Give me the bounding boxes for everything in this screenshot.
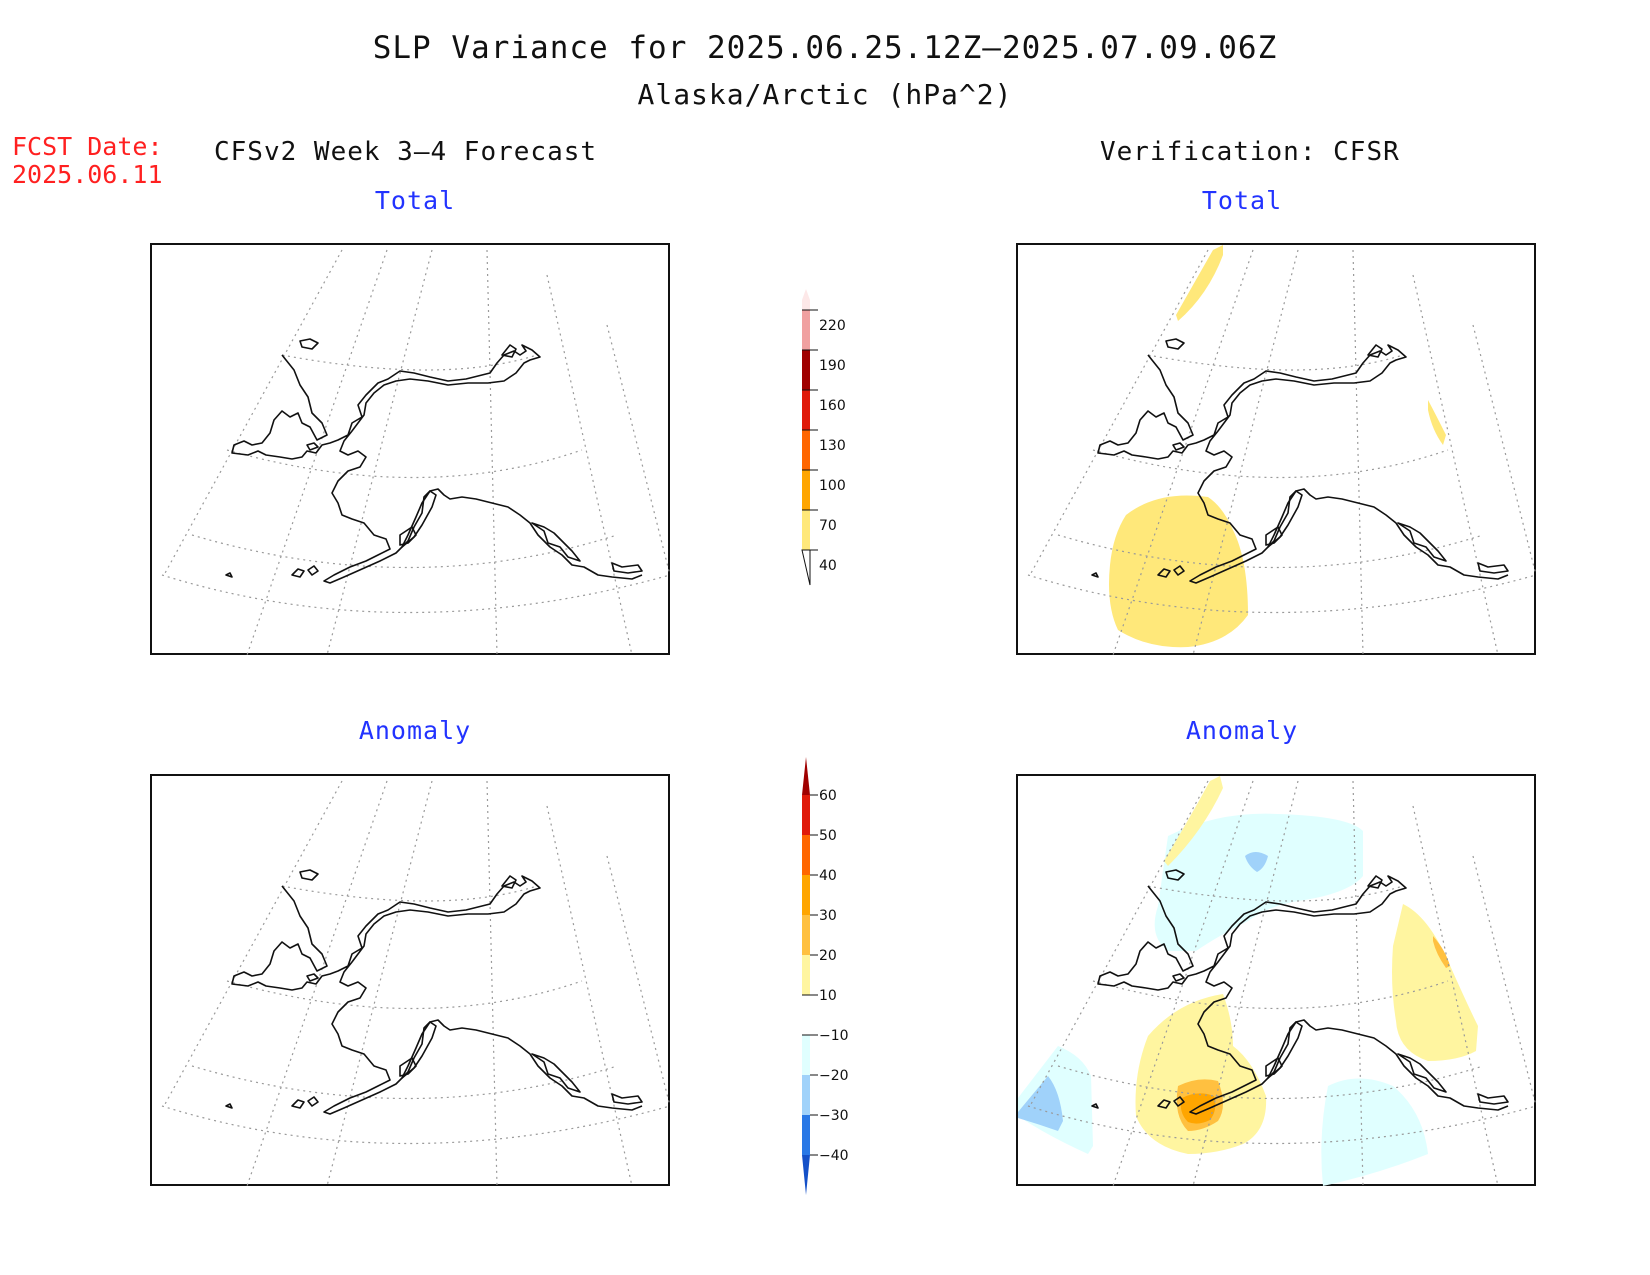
- total-colorbar: 220 190 160 130 100 70 40: [801, 289, 846, 586]
- main-title: SLP Variance for 2025.06.25.12Z–2025.07.…: [372, 30, 1278, 66]
- anom-cbar-label-60: 60: [819, 788, 837, 804]
- verification-anomaly-map: [1016, 774, 1536, 1186]
- total-cbar-label-160: 160: [819, 398, 846, 414]
- anom-cbar-label-10: 10: [819, 988, 837, 1004]
- total-shade-beaufort: [1428, 400, 1446, 445]
- forecast-anomaly-basemap: [161, 780, 670, 1186]
- anom-pos10-east: [1392, 904, 1478, 1061]
- total-shade-arctic-north: [1176, 245, 1223, 321]
- total-shade-pacific: [1109, 495, 1248, 648]
- anom-cbar-label-neg20: −20: [819, 1068, 849, 1084]
- anom-pos10-arctic-north: [1164, 776, 1223, 866]
- total-cbar-label-220: 220: [819, 318, 846, 334]
- anom-cbar-swatch-20-30: [802, 915, 810, 955]
- total-cbar-swatch-40: [802, 510, 810, 550]
- anom-cbar-swatch-40-50: [802, 835, 810, 875]
- anom-pos30-pacific: [1180, 1093, 1216, 1124]
- forecast-anomaly-map: [150, 774, 670, 1186]
- forecast-column-title: CFSv2 Week 3–4 Forecast: [214, 137, 598, 167]
- total-cbar-swatch-130: [802, 390, 810, 430]
- main-subtitle: Alaska/Arctic (hPa^2): [637, 78, 1013, 111]
- total-cbar-label-40: 40: [819, 558, 837, 574]
- fcst-date-value: 2025.06.11: [12, 160, 163, 189]
- anom-pos20-east: [1433, 936, 1450, 968]
- anom-cbar-swatch-10-20: [802, 955, 810, 995]
- anom-neg20-north: [1245, 852, 1268, 872]
- total-cbar-top-tip: [802, 289, 810, 300]
- verification-anomaly-title: Anomaly: [1185, 716, 1299, 745]
- forecast-total-basemap: [161, 249, 670, 655]
- anom-cbar-label-30: 30: [819, 908, 837, 924]
- total-cbar-swatch-100: [802, 430, 810, 470]
- anom-cbar-label-neg30: −30: [819, 1108, 849, 1124]
- total-cbar-bottom-tip: [801, 549, 811, 586]
- anom-neg10-north: [1154, 813, 1363, 951]
- verification-column-title: Verification: CFSR: [1100, 137, 1400, 167]
- anom-cbar-swatch-30-40: [802, 875, 810, 915]
- total-cbar-swatch-70: [802, 470, 810, 510]
- anom-cbar-label-20: 20: [819, 948, 837, 964]
- forecast-anomaly-title: Anomaly: [358, 716, 472, 745]
- total-cbar-label-130: 130: [819, 438, 846, 454]
- anom-cbar-bottom-tip: [802, 1155, 810, 1195]
- total-cbar-label-100: 100: [819, 478, 846, 494]
- verification-total-map: [1016, 243, 1536, 655]
- total-cbar-label-190: 190: [819, 358, 846, 374]
- anom-cbar-label-50: 50: [819, 828, 837, 844]
- total-cbar-swatch-160: [802, 350, 810, 390]
- anom-cbar-label-neg10: −10: [819, 1028, 849, 1044]
- total-cbar-swatch-190: [802, 310, 810, 350]
- total-cbar-label-70: 70: [819, 518, 837, 534]
- anom-cbar-label-40: 40: [819, 868, 837, 884]
- fcst-date-label: FCST Date:: [12, 132, 163, 161]
- forecast-total-map: [150, 243, 670, 655]
- total-cbar-swatch-220plus: [802, 300, 810, 310]
- verification-total-basemap: [1027, 245, 1536, 655]
- anom-cbar-swatch-50-60: [802, 795, 810, 835]
- anom-neg20-west: [1018, 1076, 1063, 1131]
- anom-neg10-gulf: [1321, 1078, 1428, 1186]
- anomaly-colorbar: 60 50 40 30 20 10 −10 −20 −30 −40: [802, 757, 849, 1195]
- anom-cbar-swatch-neg30-neg20: [802, 1075, 810, 1115]
- verification-anomaly-basemap: [1018, 776, 1536, 1186]
- anom-cbar-top-tip: [802, 757, 810, 795]
- verification-total-title: Total: [1201, 186, 1283, 215]
- anom-cbar-swatch-neg10-10: [802, 995, 810, 1035]
- anom-cbar-label-neg40: −40: [819, 1148, 849, 1164]
- forecast-total-title: Total: [374, 186, 456, 215]
- anom-cbar-swatch-neg40-neg30: [802, 1115, 810, 1155]
- anom-cbar-swatch-neg20-neg10: [802, 1035, 810, 1075]
- anom-pos10-pacific: [1135, 994, 1267, 1154]
